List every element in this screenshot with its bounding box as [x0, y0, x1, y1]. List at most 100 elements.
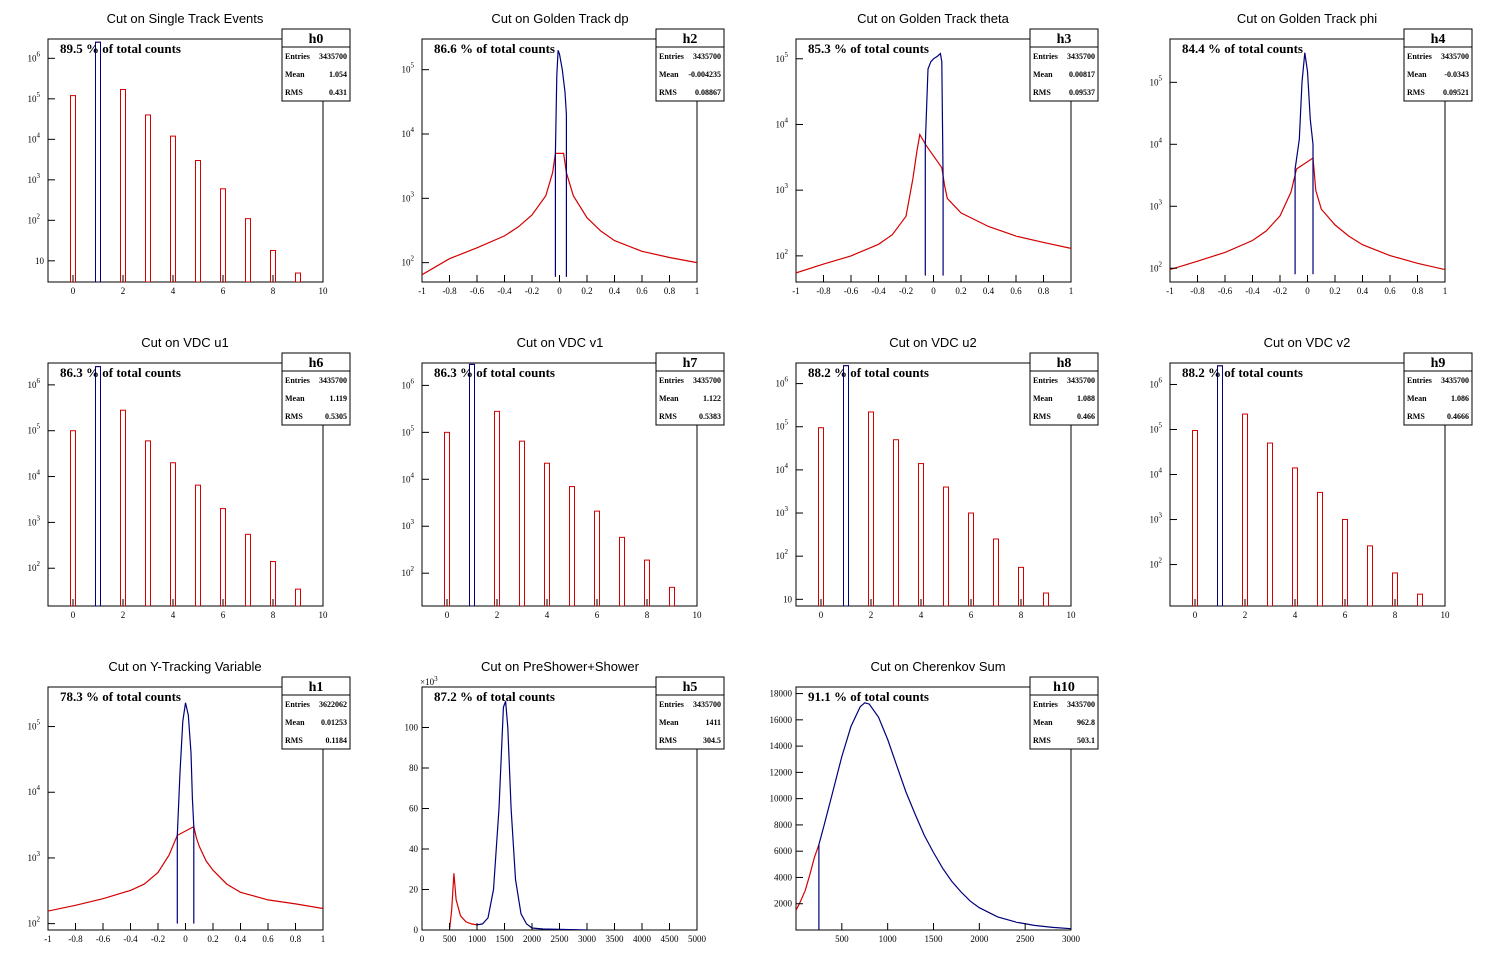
stats-name: h10 — [1053, 680, 1075, 695]
x-tick-label: 0.2 — [1329, 286, 1340, 296]
stats-box-frame — [655, 676, 725, 750]
x-tick-label: 2 — [121, 286, 126, 296]
x-tick-label: 1 — [695, 286, 700, 296]
x-tick-label: 3000 — [1062, 934, 1081, 944]
y-multiplier-exponent: 3 — [434, 675, 438, 683]
x-tick-label: 4000 — [633, 934, 652, 944]
y-tick-base: 10 — [1150, 77, 1160, 87]
x-tick-label: -1 — [792, 286, 800, 296]
stats-label-mean: Mean — [1033, 394, 1053, 403]
y-tick-label: 104 — [1150, 467, 1163, 480]
stats-name: h2 — [683, 32, 698, 47]
x-tick-label: 0 — [1305, 286, 1310, 296]
bar-h9-all-4 — [1292, 467, 1298, 606]
x-tick-label: 0 — [71, 610, 76, 620]
series-line-h5-cut — [476, 700, 588, 930]
x-tick-label: 4 — [919, 610, 924, 620]
bar-h7-all-4 — [544, 462, 550, 606]
stats-value-mean: -0.004235 — [688, 70, 721, 79]
y-tick-exponent: 3 — [785, 182, 789, 190]
y-tick-base: 0 — [414, 925, 419, 935]
y-tick-label: 104 — [776, 462, 789, 475]
bar-h6-all-7 — [245, 533, 251, 606]
y-tick-base: 60 — [409, 804, 419, 814]
stats-value-mean: 1.088 — [1077, 394, 1095, 403]
y-tick-label: 103 — [776, 182, 789, 195]
bar-h9-all-1 — [1217, 365, 1223, 606]
y-tick-base: 10 — [402, 65, 412, 75]
y-tick-exponent: 3 — [37, 514, 41, 522]
y-tick-exponent: 3 — [411, 518, 415, 526]
stats-box-frame — [1403, 352, 1473, 426]
y-tick-base: 8000 — [774, 820, 793, 830]
y-tick-label: 103 — [28, 172, 41, 185]
stats-label-entries: Entries — [659, 700, 684, 709]
plot-data — [444, 363, 675, 606]
bar-h8-all-3 — [893, 439, 899, 606]
y-tick-label: 103 — [402, 518, 415, 531]
x-tick-label: 2 — [869, 610, 874, 620]
stats-box: h2 Entries 3435700 Mean -0.004235 RMS 0.08867 — [655, 28, 725, 102]
stats-value-entries: 3435700 — [1067, 376, 1095, 385]
y-tick-label: 106 — [1150, 376, 1163, 389]
x-tick-label: 0.6 — [636, 286, 648, 296]
plot-data — [1170, 52, 1445, 275]
x-tick-label: 8 — [1019, 610, 1024, 620]
y-tick-base: 10 — [1150, 560, 1160, 570]
percent-annotation: 87.2 % of total counts — [434, 689, 555, 704]
y-tick-label: 106 — [28, 50, 41, 63]
stats-value-mean: 1411 — [705, 718, 721, 727]
y-tick-label: 105 — [28, 91, 41, 104]
series-line-h4-cut — [1294, 52, 1314, 275]
stats-label-mean: Mean — [659, 394, 679, 403]
x-tick-label: 0 — [1193, 610, 1198, 620]
panel-title: Cut on VDC v2 — [1264, 335, 1351, 350]
stats-label-rms: RMS — [285, 736, 303, 745]
stats-label-entries: Entries — [1407, 376, 1432, 385]
y-tick-exponent: 2 — [1159, 557, 1163, 565]
stats-value-rms: 0.5383 — [699, 412, 721, 421]
bar-h8-all-9 — [1043, 592, 1049, 606]
x-tick-label: -0.2 — [525, 286, 539, 296]
y-tick-exponent: 4 — [37, 469, 41, 477]
x-tick-label: 10 — [693, 610, 703, 620]
histogram-panel-h9: Cut on VDC v20 2 4 6 8 1010210310410510688.2 … — [1150, 335, 1473, 620]
stats-value-rms: 0.08867 — [695, 88, 721, 97]
y-tick-exponent: 4 — [37, 784, 41, 792]
y-tick-base: 6000 — [774, 846, 793, 856]
x-tick-label: -0.8 — [816, 286, 831, 296]
y-tick-base: 10 — [28, 53, 38, 63]
plot-frame — [47, 38, 324, 283]
x-tick-label: 0.8 — [1412, 286, 1424, 296]
y-tick-exponent: 4 — [1159, 467, 1163, 475]
bar-h6-all-3 — [145, 440, 151, 606]
stats-box-frame — [1403, 28, 1473, 102]
y-tick-base: 10 — [28, 175, 38, 185]
histogram-panel-h6: Cut on VDC u10 2 4 6 8 1010210310410510686.3 … — [28, 335, 351, 620]
stats-value-rms: 0.09521 — [1443, 88, 1469, 97]
bar-h8-all-7 — [993, 538, 999, 606]
x-tick-label: 10 — [319, 610, 329, 620]
stats-value-mean: -0.0343 — [1444, 70, 1469, 79]
stats-label-rms: RMS — [659, 412, 677, 421]
percent-annotation: 84.4 % of total counts — [1182, 41, 1303, 56]
stats-name: h0 — [309, 32, 324, 47]
panel-title: Cut on Golden Track dp — [491, 11, 628, 26]
y-tick-label: 18000 — [770, 689, 793, 699]
y-tick-label: 8000 — [774, 820, 793, 830]
stats-label-rms: RMS — [1033, 736, 1051, 745]
x-tick-label: 1 — [1069, 286, 1074, 296]
bar-h6-all-5 — [195, 484, 201, 606]
y-tick-exponent: 5 — [785, 419, 789, 427]
x-tick-label: 8 — [645, 610, 650, 620]
stats-box-frame — [1029, 28, 1099, 102]
x-tick-label: 2500 — [551, 934, 570, 944]
stats-label-mean: Mean — [1407, 394, 1427, 403]
percent-annotation: 85.3 % of total counts — [808, 41, 929, 56]
x-tick-label: 6 — [1343, 610, 1348, 620]
stats-value-mean: 1.054 — [329, 70, 347, 79]
y-tick-label: 105 — [776, 419, 789, 432]
histogram-panel-h10: Cut on Cherenkov Sum 500 1000 1500 2000 2500 3… — [770, 659, 1099, 944]
